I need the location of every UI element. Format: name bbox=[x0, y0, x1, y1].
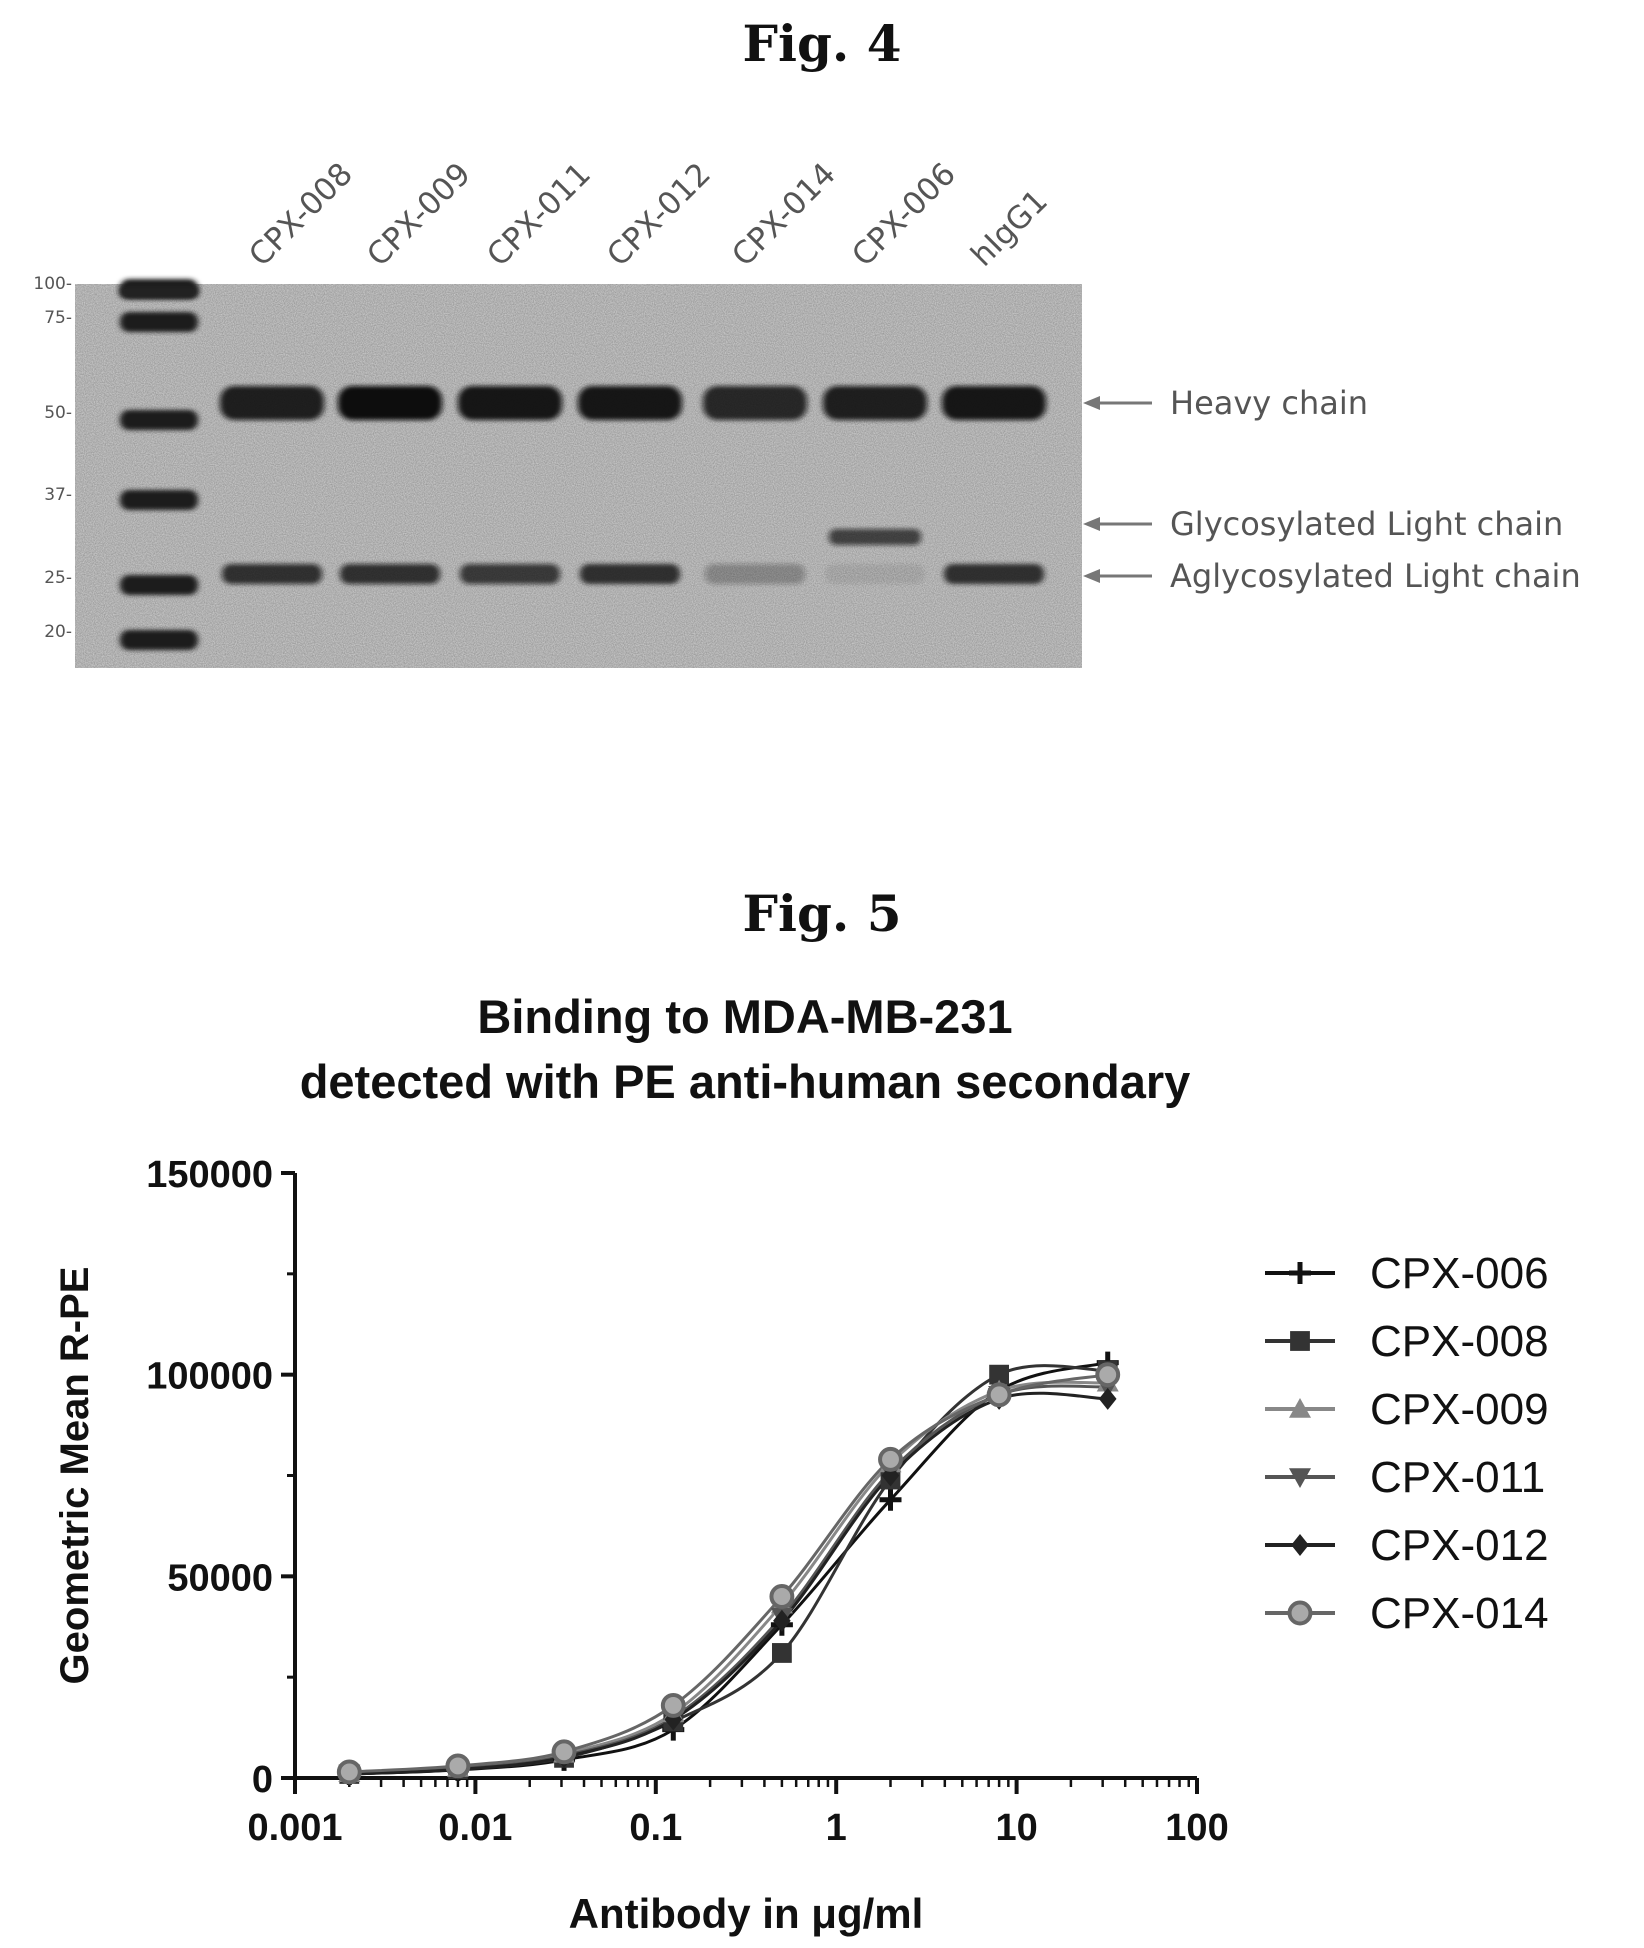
x-tick-label: 1 bbox=[826, 1807, 847, 1849]
series-line bbox=[349, 1384, 1108, 1776]
data-point bbox=[878, 1446, 903, 1472]
arrow-head-icon bbox=[1083, 396, 1100, 410]
series-line bbox=[349, 1391, 1108, 1776]
data-point bbox=[336, 1759, 362, 1785]
lane-label: CPX-008 bbox=[242, 156, 360, 274]
annotation-label: Glycosylated Light chain bbox=[1170, 505, 1563, 543]
aglycosylated-light-chain-band bbox=[460, 564, 560, 584]
heavy-chain-band bbox=[703, 386, 807, 420]
lane-label: hIgG1 bbox=[964, 183, 1055, 274]
chart-title-line1: Binding to MDA-MB-231 bbox=[477, 990, 1012, 1043]
legend-label: CPX-009 bbox=[1370, 1385, 1549, 1434]
y-axis-label: Geometric Mean R-PE bbox=[53, 1267, 97, 1685]
annotation-label: Aglycosylated Light chain bbox=[1170, 557, 1581, 595]
data-point bbox=[771, 1643, 792, 1663]
aglycosylated-light-chain-band bbox=[580, 564, 680, 584]
series-line bbox=[349, 1380, 1108, 1775]
legend-label: CPX-008 bbox=[1370, 1317, 1549, 1366]
aglycosylated-light-chain-band bbox=[705, 564, 805, 584]
y-tick-label: 150000 bbox=[146, 1154, 273, 1196]
y-tick-label: 100000 bbox=[146, 1356, 273, 1398]
heavy-chain-band bbox=[578, 386, 682, 420]
gel-figure: 100- 75- 50- 37- 25- 20- CPX-008 CPX-009 CPX-011… bbox=[33, 156, 1581, 668]
x-tick-label: 10 bbox=[995, 1807, 1037, 1849]
legend-marker bbox=[1290, 1331, 1310, 1351]
lane-label: CPX-014 bbox=[725, 156, 843, 274]
gel-grain bbox=[75, 284, 1082, 668]
ladder-band bbox=[120, 410, 198, 430]
annotation-label: Heavy chain bbox=[1170, 384, 1368, 422]
ladder-band bbox=[120, 490, 198, 510]
heavy-chain-band bbox=[942, 386, 1046, 420]
x-tick-label: 0.001 bbox=[247, 1807, 342, 1849]
arrow-head-icon bbox=[1083, 517, 1100, 531]
data-point bbox=[1098, 1387, 1117, 1410]
heavy-chain-band bbox=[458, 386, 562, 420]
x-axis-label: Antibody in μg/ml bbox=[569, 1890, 924, 1937]
legend-marker bbox=[1287, 1600, 1313, 1626]
heavy-chain-band bbox=[220, 386, 324, 420]
x-tick-label: 0.01 bbox=[438, 1807, 512, 1849]
x-tick-label: 0.1 bbox=[629, 1807, 682, 1849]
data-point bbox=[769, 1584, 795, 1609]
ladder-band bbox=[120, 575, 198, 595]
lane-label: CPX-012 bbox=[600, 156, 718, 274]
arrow-head-icon bbox=[1083, 569, 1100, 583]
series-line bbox=[349, 1373, 1109, 1774]
aglycosylated-light-chain-band bbox=[944, 564, 1044, 584]
marker-label: 20- bbox=[44, 622, 72, 642]
ladder-band bbox=[120, 630, 198, 650]
data-point bbox=[551, 1739, 577, 1765]
aglycosylated-light-chain-band bbox=[340, 564, 440, 584]
data-point bbox=[773, 1609, 791, 1632]
legend-label: CPX-012 bbox=[1370, 1521, 1549, 1570]
chart-title-line2: detected with PE anti-human secondary bbox=[300, 1055, 1191, 1108]
data-point bbox=[986, 1382, 1012, 1408]
series-line bbox=[349, 1364, 1108, 1776]
ladder-band bbox=[120, 312, 198, 332]
aglycosylated-light-chain-band bbox=[825, 564, 925, 584]
x-tick-label: 100 bbox=[1165, 1807, 1228, 1849]
lane-label: CPX-011 bbox=[480, 156, 598, 274]
data-point bbox=[989, 1364, 1010, 1385]
legend-marker bbox=[1291, 1534, 1309, 1556]
ladder-band bbox=[120, 286, 198, 298]
series-line bbox=[349, 1361, 1109, 1776]
legend-label: CPX-006 bbox=[1370, 1249, 1549, 1298]
data-point bbox=[660, 1692, 686, 1718]
lane-label: CPX-006 bbox=[845, 156, 963, 274]
legend-marker bbox=[1289, 1468, 1311, 1488]
binding-chart: Binding to MDA-MB-231 detected with PE an… bbox=[53, 990, 1549, 1937]
legend-label: CPX-011 bbox=[1370, 1453, 1545, 1502]
data-point bbox=[879, 1488, 902, 1511]
fig4-title: Fig. 4 bbox=[742, 14, 902, 73]
heavy-chain-band bbox=[338, 386, 442, 420]
heavy-chain-band bbox=[823, 386, 927, 420]
marker-label: 100- bbox=[33, 274, 72, 294]
marker-label: 37- bbox=[44, 485, 72, 505]
legend-marker bbox=[1289, 1262, 1311, 1284]
y-tick-label: 0 bbox=[252, 1759, 273, 1801]
lane-label: CPX-009 bbox=[360, 156, 478, 274]
y-tick-label: 50000 bbox=[167, 1557, 273, 1599]
aglycosylated-light-chain-band bbox=[222, 564, 322, 584]
data-point bbox=[664, 1708, 683, 1731]
glycosylated-light-chain-band bbox=[829, 529, 921, 545]
legend-marker bbox=[1289, 1398, 1311, 1418]
fig5-title: Fig. 5 bbox=[742, 884, 902, 943]
marker-label: 75- bbox=[44, 308, 72, 328]
data-point bbox=[445, 1753, 471, 1779]
marker-label: 25- bbox=[44, 568, 72, 588]
data-point bbox=[1095, 1362, 1121, 1388]
legend-label: CPX-014 bbox=[1370, 1589, 1549, 1638]
marker-label: 50- bbox=[44, 403, 72, 423]
